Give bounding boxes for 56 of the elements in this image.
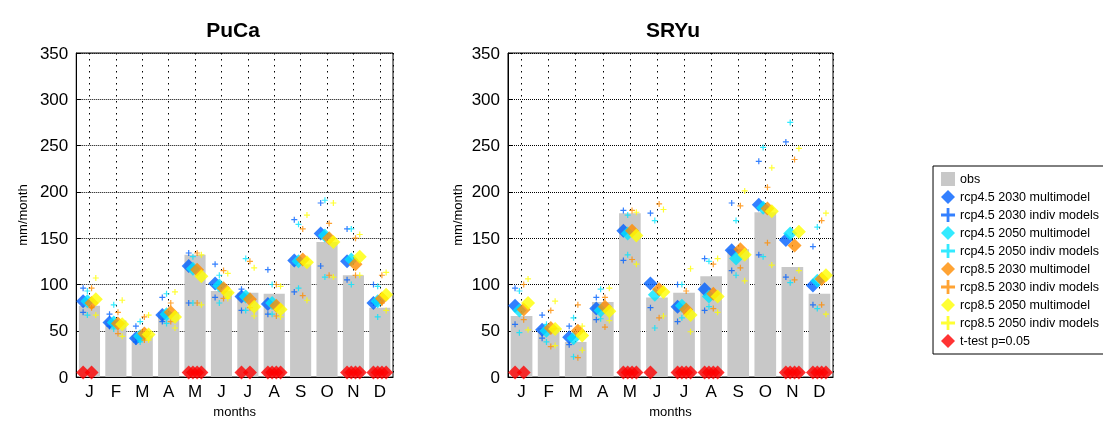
y-tick-label: 300 [471, 89, 500, 109]
chart-title: PuCa [206, 18, 261, 41]
y-tick-label: 200 [39, 182, 69, 202]
y-tick-label: 250 [39, 136, 69, 156]
y-axis-title: mm/month [15, 184, 30, 246]
y-tick-label: 350 [39, 43, 69, 63]
y-tick-label: 150 [39, 228, 69, 248]
y-tick-label: 150 [471, 228, 500, 248]
x-tick-label: S [294, 382, 307, 402]
x-tick-label: M [135, 382, 150, 402]
x-tick-label: D [373, 382, 386, 402]
chart-title: SRYu [645, 18, 701, 41]
x-axis-title: months [649, 404, 693, 419]
legend-label: rcp8.5 2030 indiv models [960, 280, 1100, 294]
legend-label: rcp4.5 2050 indiv models [960, 244, 1100, 258]
x-tick-label: O [320, 382, 334, 402]
x-tick-label: A [162, 382, 175, 402]
x-tick-label: J [243, 382, 253, 402]
y-tick-label: 0 [490, 367, 500, 387]
x-tick-label: A [597, 382, 610, 402]
y-tick-label: 250 [471, 136, 500, 156]
y-tick-label: 50 [481, 321, 500, 341]
x-tick-label: J [85, 382, 94, 402]
y-tick-label: 50 [49, 321, 69, 341]
y-tick-label: 0 [58, 367, 69, 387]
x-tick-label: D [813, 382, 826, 402]
legend-label: rcp8.5 2030 multimodel [960, 262, 1090, 276]
x-axis-title: months [213, 404, 257, 419]
y-tick-label: 200 [471, 182, 500, 202]
x-tick-label: J [517, 382, 526, 402]
y-tick-label: 100 [471, 275, 500, 294]
legend-label: rcp8.5 2050 indiv models [960, 316, 1100, 330]
x-tick-label: J [679, 382, 689, 402]
y-axis-title: mm/month [450, 184, 465, 246]
x-tick-label: M [187, 382, 203, 402]
legend-label: rcp4.5 2030 multimodel [960, 190, 1090, 204]
x-tick-label: F [543, 382, 554, 402]
legend-label: t-test p=0.05 [960, 334, 1030, 348]
legend-label: rcp4.5 2030 indiv models [960, 208, 1100, 222]
x-tick-label: J [217, 382, 226, 402]
x-tick-label: A [268, 382, 281, 402]
x-tick-label: M [568, 382, 583, 402]
x-tick-label: F [110, 382, 122, 402]
x-tick-label: S [732, 382, 744, 402]
y-tick-label: 300 [39, 89, 69, 109]
legend-label: rcp8.5 2050 multimodel [960, 298, 1090, 312]
x-tick-label: N [786, 382, 799, 402]
y-tick-label: 350 [471, 43, 500, 63]
legend-label: obs [960, 172, 981, 186]
x-tick-label: A [705, 382, 718, 402]
legend-label: rcp4.5 2050 multimodel [960, 226, 1090, 240]
x-tick-label: O [758, 382, 772, 402]
x-tick-label: J [652, 382, 662, 402]
y-tick-label: 100 [39, 275, 69, 294]
x-tick-label: N [347, 382, 360, 402]
x-tick-label: M [622, 382, 637, 402]
